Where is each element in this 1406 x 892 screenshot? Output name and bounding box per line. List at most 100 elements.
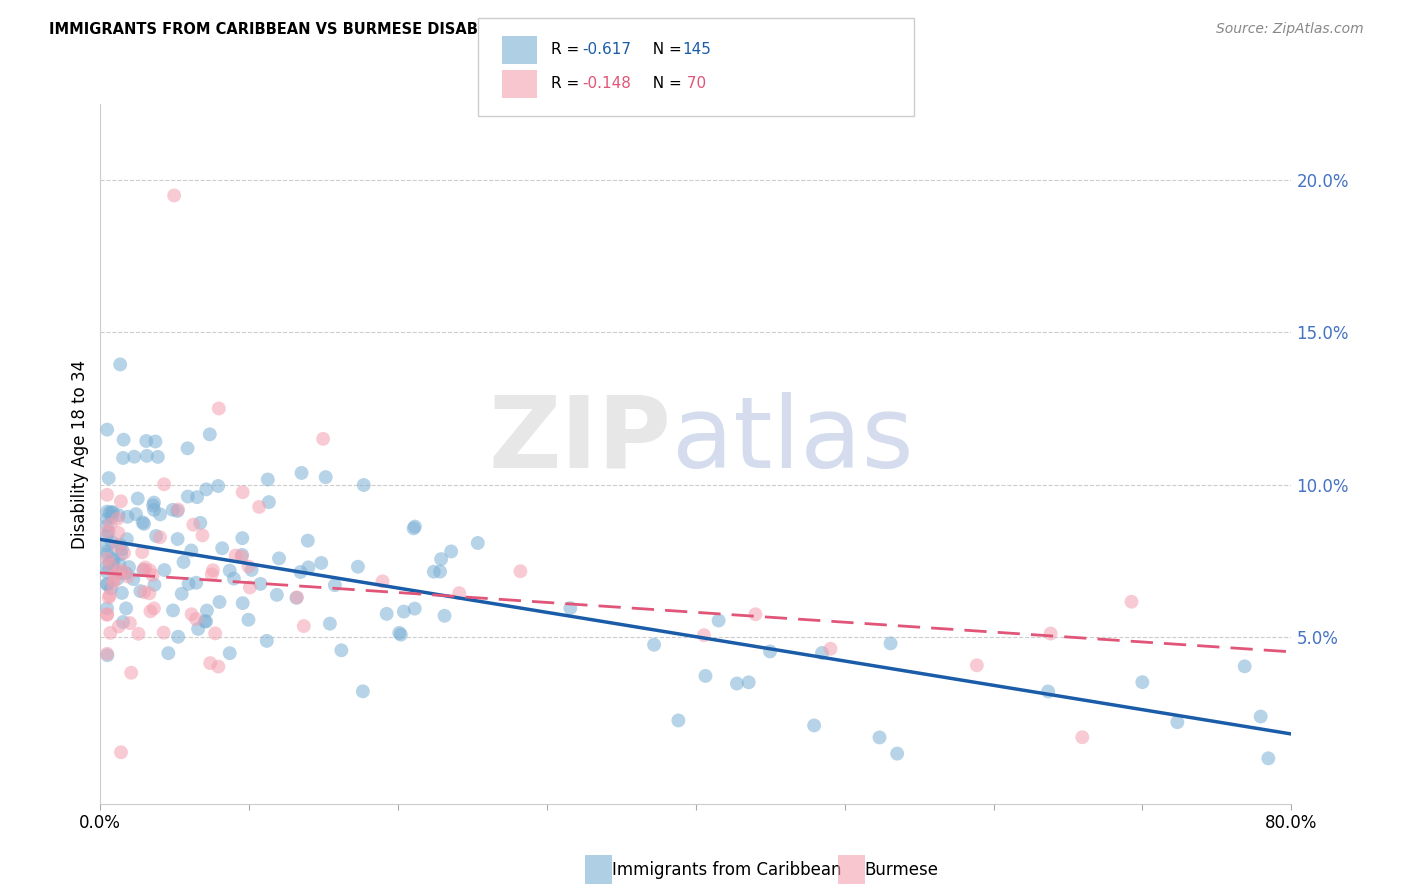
Point (238, 559, 260, 574)
Point (695, 669, 717, 683)
Point (257, 495, 280, 509)
Point (440, 544, 463, 558)
Point (177, 490, 200, 504)
Point (117, 509, 139, 524)
Point (402, 521, 425, 535)
Point (110, 566, 132, 580)
Point (100, 517, 122, 532)
Point (297, 533, 319, 548)
Text: -0.617: -0.617 (582, 43, 631, 57)
Text: Burmese: Burmese (865, 861, 939, 879)
Point (177, 576, 200, 591)
Point (131, 516, 153, 530)
Point (120, 665, 142, 680)
Point (142, 601, 165, 615)
Point (312, 432, 335, 446)
Point (97, 591, 120, 605)
Point (132, 563, 155, 577)
Point (232, 596, 254, 610)
Point (266, 588, 288, 602)
Point (347, 559, 370, 574)
Point (98, 588, 121, 602)
Point (225, 549, 247, 563)
Point (96, 601, 118, 615)
Point (166, 504, 188, 518)
Point (96, 552, 118, 566)
Point (96, 548, 118, 562)
Point (1121, 595, 1143, 609)
Y-axis label: Disability Age 18 to 34: Disability Age 18 to 34 (72, 359, 89, 549)
Point (96, 577, 118, 591)
Point (249, 577, 271, 591)
Point (131, 545, 153, 559)
Point (138, 586, 160, 600)
Point (195, 603, 218, 617)
Point (707, 614, 730, 628)
Point (107, 525, 129, 540)
Point (98, 557, 121, 571)
Point (319, 616, 342, 631)
Point (191, 528, 214, 542)
Text: IMMIGRANTS FROM CARIBBEAN VS BURMESE DISABILITY AGE 18 TO 34 CORRELATION CHART: IMMIGRANTS FROM CARIBBEAN VS BURMESE DIS… (49, 22, 818, 37)
Point (388, 626, 411, 640)
Point (297, 560, 319, 574)
Point (181, 517, 204, 532)
Point (96, 577, 118, 591)
Point (218, 564, 240, 578)
Point (186, 575, 208, 590)
Point (100, 558, 122, 572)
Point (167, 502, 190, 516)
Text: N =: N = (643, 43, 686, 57)
Point (112, 433, 135, 447)
Point (290, 565, 312, 579)
Point (145, 529, 167, 543)
Point (195, 483, 218, 497)
Point (110, 547, 132, 561)
Point (146, 450, 169, 464)
Point (1166, 715, 1188, 730)
Point (1071, 730, 1094, 744)
Point (97, 525, 120, 540)
Point (145, 434, 167, 449)
Point (163, 188, 186, 202)
Point (204, 626, 226, 640)
Point (97, 471, 120, 485)
Point (96, 528, 118, 542)
Point (100, 509, 122, 524)
Point (353, 478, 375, 492)
Point (115, 532, 138, 546)
Text: R =: R = (551, 77, 585, 91)
Point (207, 659, 229, 673)
Point (218, 646, 240, 660)
Text: 145: 145 (682, 43, 711, 57)
Point (108, 557, 131, 571)
Point (238, 613, 260, 627)
Point (135, 449, 157, 463)
Point (101, 505, 124, 519)
Point (132, 563, 155, 577)
Point (167, 630, 190, 644)
Point (725, 676, 748, 690)
Point (803, 718, 825, 732)
Point (96, 565, 118, 579)
Point (96, 505, 118, 519)
Point (811, 646, 834, 660)
Point (152, 625, 174, 640)
Point (112, 615, 135, 629)
Point (184, 612, 207, 626)
Point (1250, 709, 1272, 723)
Point (149, 530, 172, 544)
Point (222, 572, 245, 586)
Point (285, 591, 308, 605)
Point (170, 587, 193, 601)
Point (256, 633, 278, 648)
Point (371, 574, 394, 589)
Point (208, 595, 231, 609)
Point (869, 731, 891, 745)
Point (309, 556, 332, 570)
Point (389, 627, 412, 641)
Point (115, 566, 138, 581)
Point (886, 747, 908, 761)
Point (101, 552, 124, 566)
Point (96, 512, 118, 526)
